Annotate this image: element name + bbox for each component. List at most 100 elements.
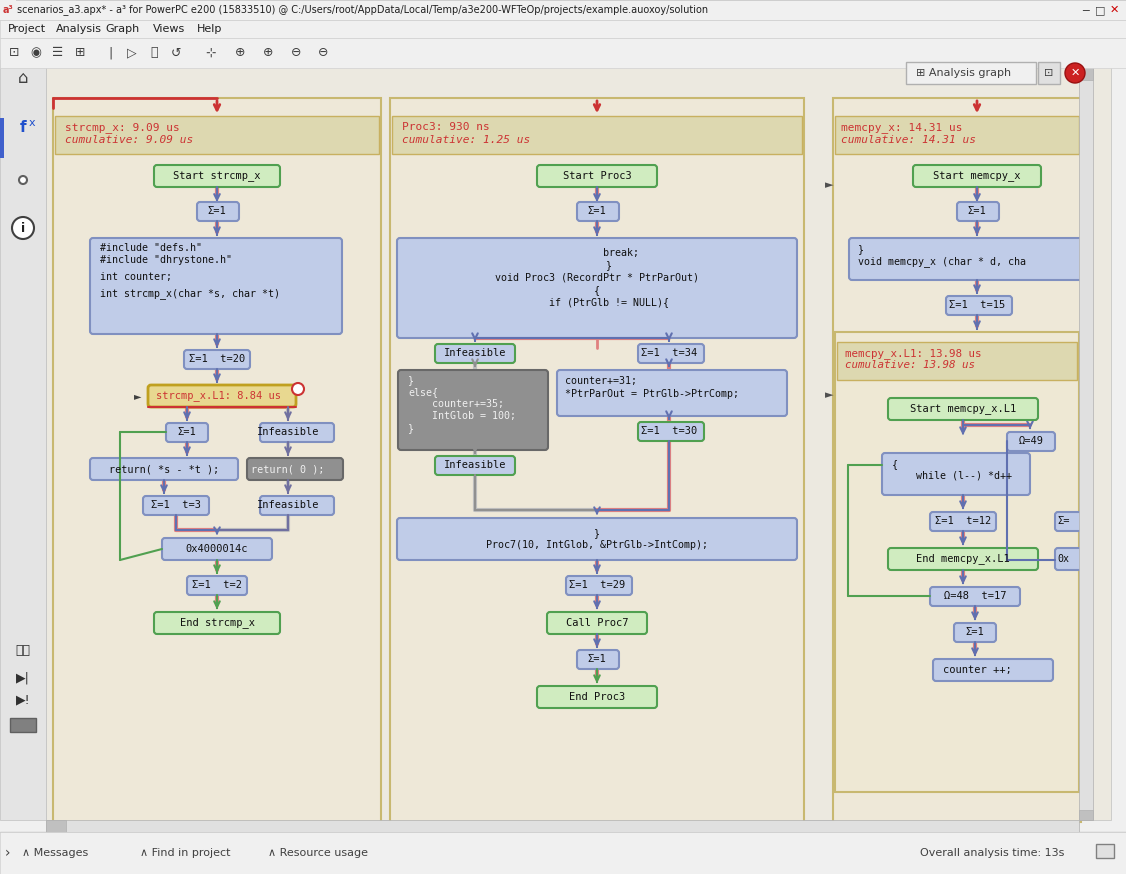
Text: ▶|: ▶|: [16, 671, 30, 684]
Text: while (l--) *d++: while (l--) *d++: [892, 471, 1012, 481]
FancyBboxPatch shape: [90, 458, 238, 480]
Text: if (PtrGlb != NULL){: if (PtrGlb != NULL){: [525, 297, 669, 307]
Bar: [906, 62, 1036, 84]
Text: int counter;: int counter;: [100, 272, 172, 282]
Text: memcpy_x: 14.31 us: memcpy_x: 14.31 us: [841, 122, 963, 133]
Bar: [0, 0, 16, 20]
Text: ⊕: ⊕: [234, 46, 245, 59]
Text: Infeasible: Infeasible: [444, 460, 507, 470]
Text: ⊖: ⊖: [291, 46, 302, 59]
Bar: [0, 20, 1126, 38]
Text: strcmp_x: 9.09 us: strcmp_x: 9.09 us: [65, 122, 180, 133]
Text: Infeasible: Infeasible: [444, 348, 507, 358]
Text: ◉: ◉: [30, 46, 42, 59]
FancyBboxPatch shape: [933, 659, 1053, 681]
Bar: [1079, 60, 1093, 820]
Bar: [1079, 60, 1093, 80]
Text: break;: break;: [555, 248, 638, 258]
Text: void Proc3 (RecordPtr * PtrParOut): void Proc3 (RecordPtr * PtrParOut): [495, 272, 699, 282]
Text: Ω=49: Ω=49: [1019, 436, 1044, 446]
Text: ✕: ✕: [1071, 68, 1080, 78]
Text: ⊹: ⊹: [205, 46, 215, 59]
Text: return( *s - *t );: return( *s - *t );: [109, 464, 220, 474]
Bar: [0, 832, 1126, 874]
Text: counter+=35;: counter+=35;: [408, 399, 504, 409]
Text: memcpy_x.L1: 13.98 us: memcpy_x.L1: 13.98 us: [844, 348, 982, 359]
FancyBboxPatch shape: [154, 612, 280, 634]
Text: ⊞: ⊞: [74, 46, 86, 59]
FancyBboxPatch shape: [888, 548, 1038, 570]
Text: |: |: [108, 46, 113, 59]
Bar: [46, 60, 1111, 820]
FancyBboxPatch shape: [638, 422, 704, 441]
Circle shape: [12, 217, 34, 239]
Text: Start memcpy_x.L1: Start memcpy_x.L1: [910, 404, 1016, 414]
Text: Σ=1: Σ=1: [588, 206, 607, 216]
FancyBboxPatch shape: [90, 238, 342, 334]
FancyBboxPatch shape: [184, 350, 250, 369]
Text: Help: Help: [197, 24, 222, 34]
Text: Graph: Graph: [105, 24, 140, 34]
Text: x: x: [29, 118, 36, 128]
FancyBboxPatch shape: [577, 202, 619, 221]
Text: Infeasible: Infeasible: [257, 500, 320, 510]
FancyBboxPatch shape: [638, 344, 704, 363]
Text: Σ=1  t=2: Σ=1 t=2: [193, 580, 242, 590]
Text: ⊖: ⊖: [318, 46, 329, 59]
Text: Σ=1  t=12: Σ=1 t=12: [935, 516, 991, 526]
FancyBboxPatch shape: [557, 370, 787, 416]
Text: End strcmp_x: End strcmp_x: [179, 618, 254, 628]
Bar: [55, 116, 379, 154]
Circle shape: [292, 383, 304, 395]
FancyBboxPatch shape: [946, 296, 1012, 315]
Text: strcmp_x.L1: 8.84 us: strcmp_x.L1: 8.84 us: [157, 391, 282, 401]
Text: scenarios_a3.apx* - a³ for PowerPC e200 (15833510) @ C:/Users/root/AppData/Local: scenarios_a3.apx* - a³ for PowerPC e200 …: [17, 4, 708, 16]
FancyBboxPatch shape: [260, 423, 334, 442]
Text: Project: Project: [8, 24, 46, 34]
Bar: [10, 718, 36, 732]
Text: i: i: [21, 221, 25, 234]
Text: }: }: [408, 423, 414, 433]
Text: cumulative: 14.31 us: cumulative: 14.31 us: [841, 135, 976, 145]
FancyBboxPatch shape: [1055, 512, 1085, 531]
Text: Σ=1  t=3: Σ=1 t=3: [151, 500, 202, 510]
Bar: [390, 98, 804, 822]
Text: ─: ─: [1082, 5, 1089, 15]
FancyBboxPatch shape: [537, 686, 656, 708]
FancyBboxPatch shape: [197, 202, 239, 221]
Text: Analysis: Analysis: [56, 24, 102, 34]
Text: Start strcmp_x: Start strcmp_x: [173, 170, 261, 182]
Text: Σ=1: Σ=1: [967, 206, 986, 216]
Bar: [833, 98, 1081, 822]
Text: }: }: [858, 244, 864, 254]
FancyBboxPatch shape: [1055, 548, 1085, 570]
FancyBboxPatch shape: [397, 370, 548, 450]
FancyBboxPatch shape: [1007, 432, 1055, 451]
FancyBboxPatch shape: [154, 165, 280, 187]
Text: Σ=1: Σ=1: [588, 654, 607, 664]
Bar: [0, 0, 1126, 20]
FancyBboxPatch shape: [930, 512, 997, 531]
Text: ⏮⏮: ⏮⏮: [16, 643, 30, 656]
Text: IntGlob = 100;: IntGlob = 100;: [408, 411, 516, 421]
Text: a³: a³: [3, 5, 14, 15]
Text: ►: ►: [824, 180, 833, 190]
FancyBboxPatch shape: [547, 612, 647, 634]
Text: Infeasible: Infeasible: [257, 427, 320, 437]
Text: Ω=48  t=17: Ω=48 t=17: [944, 591, 1007, 601]
Bar: [0, 60, 46, 820]
Text: Σ=1  t=29: Σ=1 t=29: [569, 580, 625, 590]
Text: ✕: ✕: [1109, 5, 1119, 15]
Text: *PtrParOut = PtrGlb->PtrComp;: *PtrParOut = PtrGlb->PtrComp;: [565, 389, 739, 399]
FancyBboxPatch shape: [930, 587, 1020, 606]
Circle shape: [19, 176, 27, 184]
Text: ⊡: ⊡: [9, 46, 19, 59]
Text: Σ=1  t=20: Σ=1 t=20: [189, 354, 245, 364]
Bar: [53, 98, 381, 822]
FancyBboxPatch shape: [143, 496, 209, 515]
Text: ☰: ☰: [53, 46, 64, 59]
Text: counter+=31;: counter+=31;: [565, 376, 637, 386]
FancyBboxPatch shape: [397, 238, 797, 338]
Text: else{: else{: [408, 387, 438, 397]
Text: ▶!: ▶!: [16, 693, 30, 706]
